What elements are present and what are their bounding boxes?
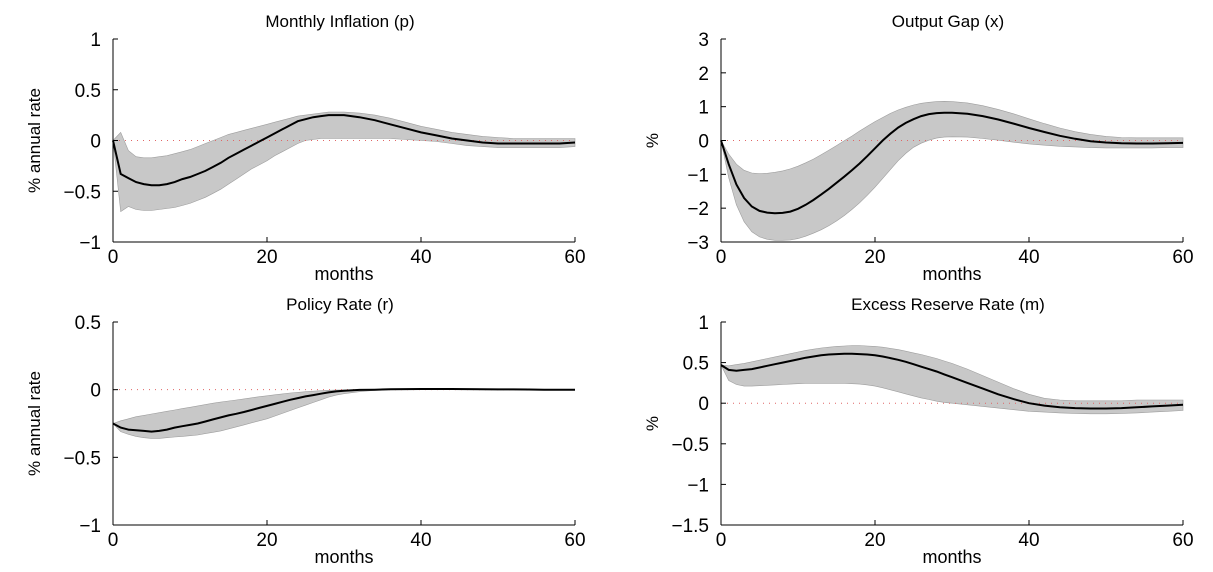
x-tick-label: 40 bbox=[410, 530, 431, 551]
y-tick-label: −1 bbox=[687, 475, 709, 496]
response-line bbox=[720, 111, 1184, 215]
x-tick-label: 20 bbox=[256, 247, 277, 268]
panel-title: Monthly Inflation (p) bbox=[265, 12, 414, 31]
y-tick-label: −0.5 bbox=[671, 435, 709, 456]
y-tick-label: −1 bbox=[687, 165, 709, 186]
x-tick-label: 40 bbox=[1018, 530, 1039, 551]
y-tick-label: 1 bbox=[698, 313, 709, 334]
y-tick-label: −1.5 bbox=[671, 516, 709, 537]
y-tick-label: 3 bbox=[698, 30, 709, 51]
y-tick-label: −0.5 bbox=[63, 182, 101, 203]
y-tick-label: 0.5 bbox=[75, 313, 101, 334]
y-tick-label: −0.5 bbox=[63, 448, 101, 469]
x-tick-label: 20 bbox=[864, 247, 885, 268]
panel-policy-rate: Policy Rate (r) months % annual rate 0.5… bbox=[25, 295, 586, 567]
y-tick-label: 0 bbox=[90, 132, 101, 153]
y-tick-label: 0.5 bbox=[75, 81, 101, 102]
panel-output-gap: Output Gap (x) months % 3 2 1 0 −1 −2 −3 0 20 40 6… bbox=[643, 12, 1194, 284]
confidence-band bbox=[720, 345, 1184, 415]
y-tick-label: 1 bbox=[698, 98, 709, 119]
x-tick-label: 20 bbox=[256, 530, 277, 551]
y-axis-label: % bbox=[643, 133, 662, 148]
x-tick-label: 60 bbox=[1172, 247, 1193, 268]
y-tick-label: 0 bbox=[90, 381, 101, 402]
panel-excess-reserve-rate: Excess Reserve Rate (m) months % 1 0.5 0 −0… bbox=[643, 295, 1194, 567]
x-axis-label: months bbox=[314, 547, 373, 567]
x-tick-label: 40 bbox=[1018, 247, 1039, 268]
y-tick-label: −1 bbox=[79, 233, 101, 254]
confidence-band bbox=[720, 100, 1184, 241]
panel-monthly-inflation: Monthly Inflation (p) months % annual ra… bbox=[25, 12, 586, 284]
y-tick-label: 2 bbox=[698, 64, 709, 85]
y-tick-label: −2 bbox=[687, 199, 709, 220]
y-axis-label: % bbox=[643, 416, 662, 431]
panel-title: Policy Rate (r) bbox=[286, 295, 394, 314]
x-tick-label: 0 bbox=[716, 247, 727, 268]
panel-title: Excess Reserve Rate (m) bbox=[851, 295, 1045, 314]
response-line bbox=[720, 352, 1184, 410]
x-tick-label: 0 bbox=[108, 530, 119, 551]
y-axis-label: % annual rate bbox=[25, 371, 44, 476]
x-axis-label: months bbox=[922, 264, 981, 284]
x-axis-label: months bbox=[922, 547, 981, 567]
x-tick-label: 40 bbox=[410, 247, 431, 268]
panel-title: Output Gap (x) bbox=[892, 12, 1004, 31]
y-tick-label: 1 bbox=[90, 30, 101, 51]
response-line bbox=[112, 388, 575, 433]
confidence-band bbox=[112, 111, 576, 213]
y-tick-label: −3 bbox=[687, 233, 709, 254]
x-tick-label: 60 bbox=[1172, 530, 1193, 551]
confidence-band bbox=[112, 388, 575, 439]
x-tick-label: 60 bbox=[564, 530, 585, 551]
x-tick-label: 0 bbox=[716, 530, 727, 551]
y-tick-label: 0 bbox=[698, 394, 709, 415]
x-tick-label: 60 bbox=[564, 247, 585, 268]
x-axis-label: months bbox=[314, 264, 373, 284]
x-tick-label: 0 bbox=[108, 247, 119, 268]
y-axis-label: % annual rate bbox=[25, 88, 44, 193]
x-tick-label: 20 bbox=[864, 530, 885, 551]
y-tick-label: −1 bbox=[79, 516, 101, 537]
y-tick-label: 0 bbox=[698, 132, 709, 153]
response-line bbox=[112, 114, 576, 187]
y-tick-label: 0.5 bbox=[683, 354, 709, 375]
